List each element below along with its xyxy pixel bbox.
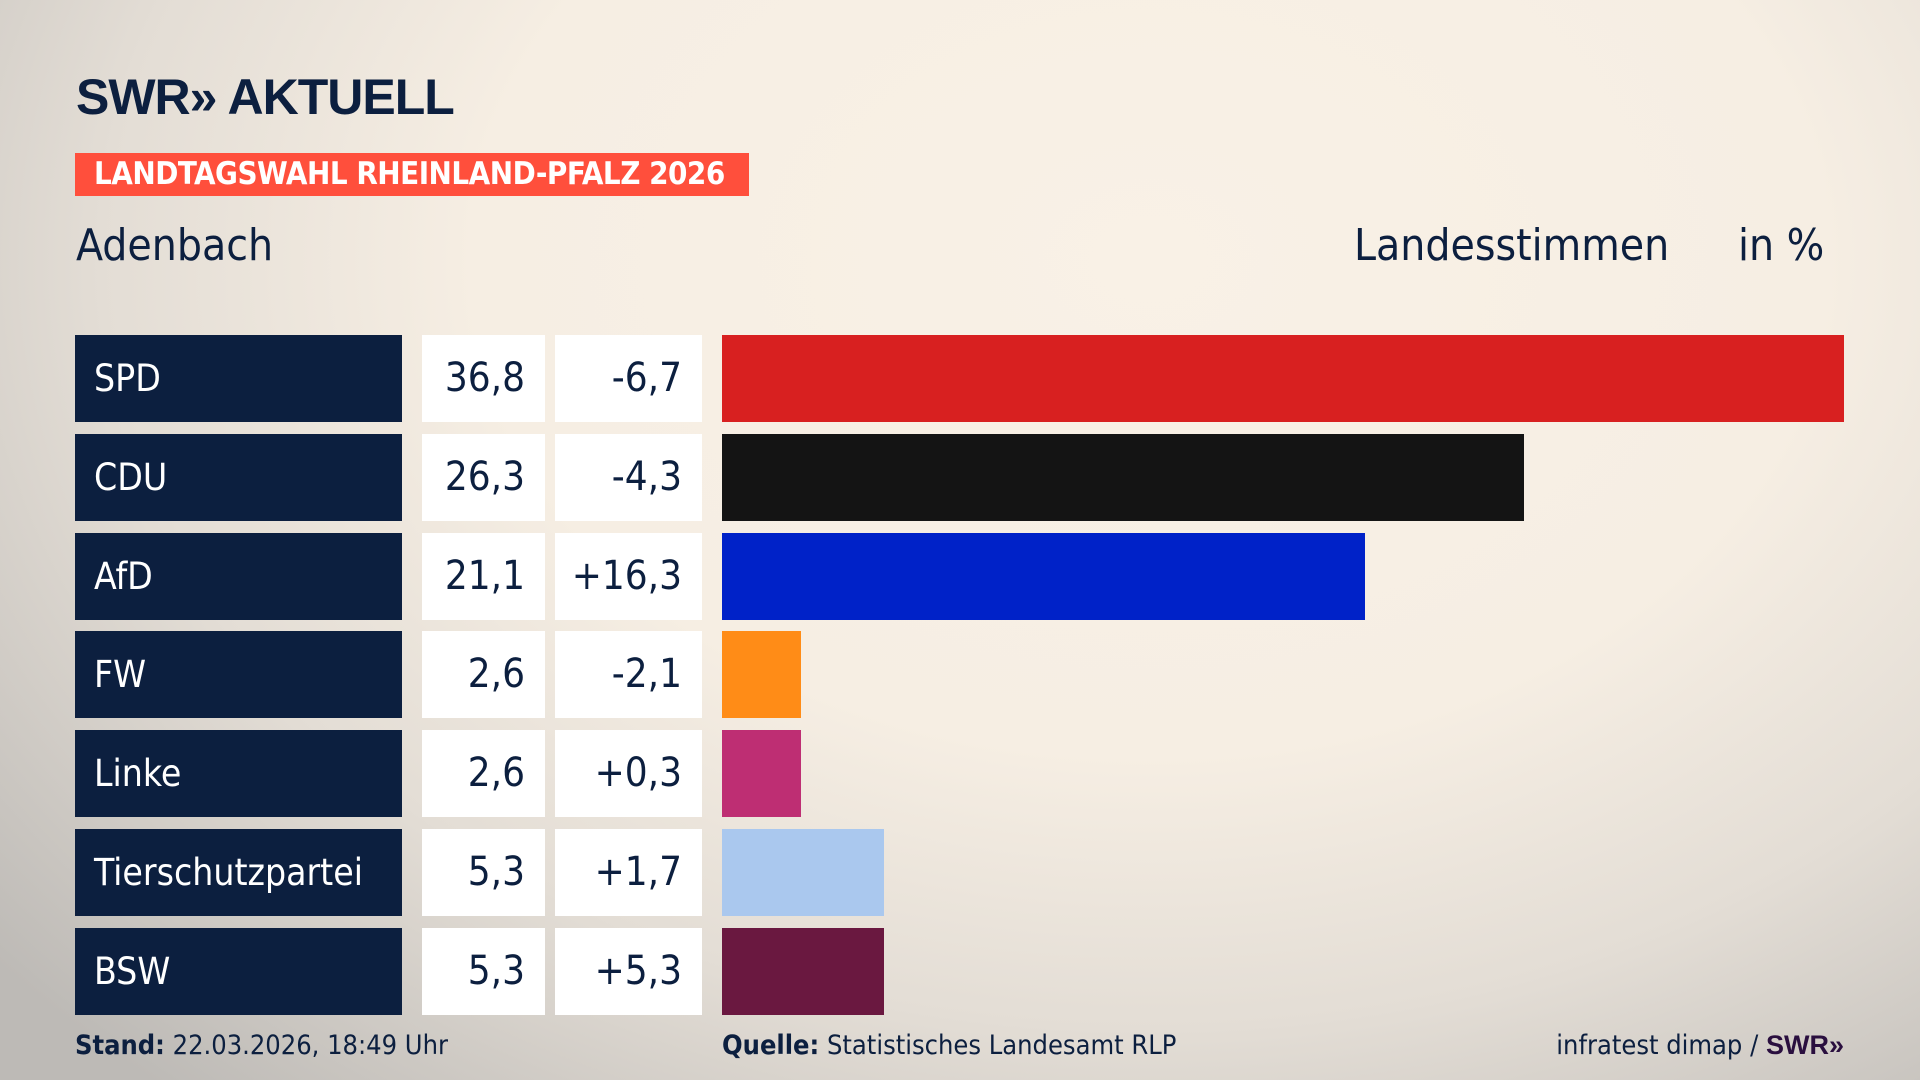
credit: infratest dimap / SWR» — [1556, 1030, 1844, 1061]
party-label: Linke — [75, 730, 402, 817]
stand-label: Stand: — [75, 1030, 165, 1061]
timestamp: Stand: 22.03.2026, 18:49 Uhr — [75, 1030, 448, 1061]
value-label: 26,3 — [422, 434, 545, 521]
change-label: -6,7 — [555, 335, 702, 422]
election-banner: LANDTAGSWAHL RHEINLAND-PFALZ 2026 — [75, 153, 749, 196]
measure-label: Landesstimmen — [1354, 220, 1670, 271]
bar-fw — [722, 631, 802, 718]
change-label: -2,1 — [555, 631, 702, 718]
bar-tierschutzpartei — [722, 829, 884, 916]
source-label: Quelle: — [722, 1030, 820, 1061]
swr-logo-small: SWR» — [1765, 1030, 1844, 1060]
swr-aktuell-logo: SWR» AKTUELL — [76, 69, 455, 125]
stand-value: 22.03.2026, 18:49 Uhr — [172, 1030, 448, 1061]
source-value: Statistisches Landesamt RLP — [826, 1030, 1177, 1061]
party-label: BSW — [75, 928, 402, 1015]
party-label: Tierschutzpartei — [75, 829, 402, 916]
party-label: SPD — [75, 335, 402, 422]
change-label: +1,7 — [555, 829, 702, 916]
change-label: -4,3 — [555, 434, 702, 521]
party-label: CDU — [75, 434, 402, 521]
value-label: 36,8 — [422, 335, 545, 422]
value-label: 5,3 — [422, 829, 545, 916]
bar-afd — [722, 533, 1366, 620]
value-label: 2,6 — [422, 631, 545, 718]
value-label: 2,6 — [422, 730, 545, 817]
bar-spd — [722, 335, 1844, 422]
source: Quelle: Statistisches Landesamt RLP — [722, 1030, 1176, 1061]
change-label: +5,3 — [555, 928, 702, 1015]
bar-bsw — [722, 928, 884, 1015]
value-label: 21,1 — [422, 533, 545, 620]
bar-cdu — [722, 434, 1524, 521]
change-label: +0,3 — [555, 730, 702, 817]
change-label: +16,3 — [555, 533, 702, 620]
unit-label: in % — [1738, 220, 1825, 271]
party-label: FW — [75, 631, 402, 718]
party-label: AfD — [75, 533, 402, 620]
credit-text: infratest dimap / — [1556, 1030, 1759, 1061]
value-label: 5,3 — [422, 928, 545, 1015]
bar-linke — [722, 730, 802, 817]
region-title: Adenbach — [76, 220, 274, 271]
